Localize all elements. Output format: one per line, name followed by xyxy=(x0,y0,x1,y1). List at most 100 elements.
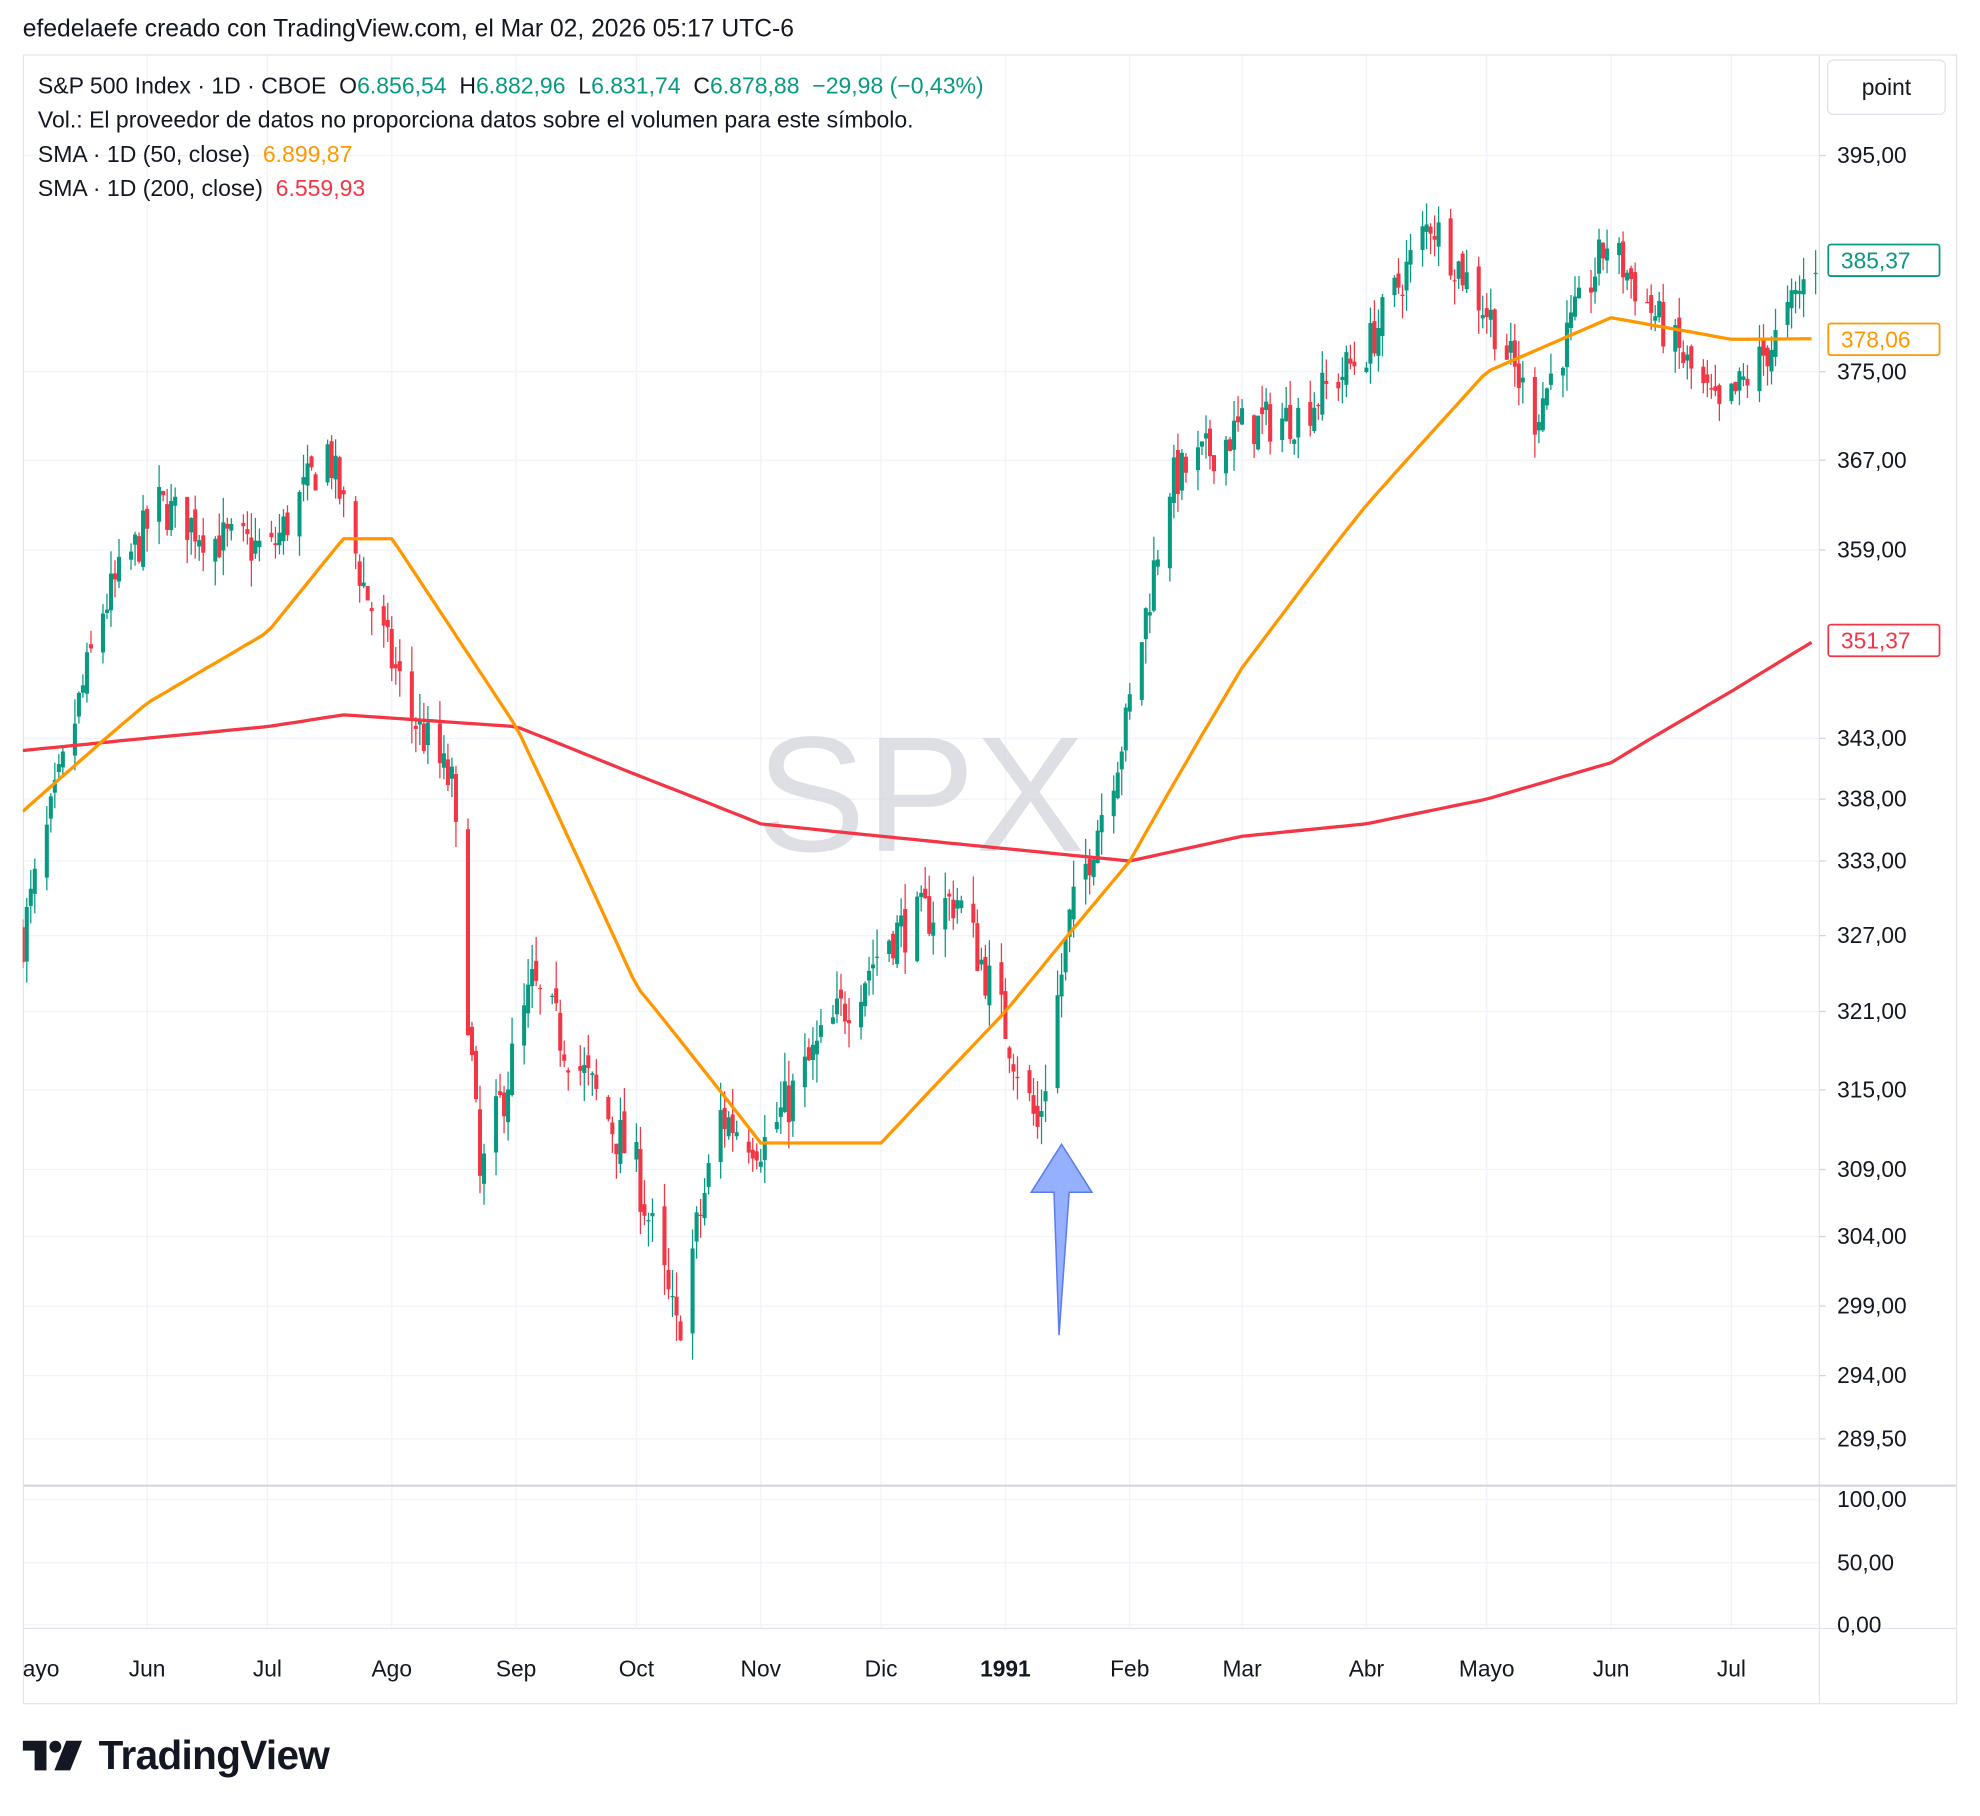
candle-body xyxy=(369,608,374,612)
legend-symbol[interactable]: S&P 500 Index · 1D · CBOE xyxy=(37,73,327,99)
candle-up xyxy=(726,1111,731,1140)
candle-body xyxy=(534,960,539,981)
candle-down xyxy=(1228,436,1233,452)
candle-down xyxy=(1308,380,1313,437)
candle-body xyxy=(610,1122,615,1135)
candle-body xyxy=(702,1192,707,1219)
candle-body xyxy=(1701,366,1706,384)
candle-up xyxy=(875,929,880,976)
candle-body xyxy=(425,722,430,746)
candle-body xyxy=(465,829,470,1036)
candle-up xyxy=(1115,761,1120,800)
candle-body xyxy=(441,753,446,768)
candle-down xyxy=(337,455,342,505)
candle-body xyxy=(133,534,138,545)
candle-body xyxy=(169,500,174,531)
candle-down xyxy=(1460,251,1465,291)
candle-body xyxy=(722,1107,727,1130)
candle-up xyxy=(1232,400,1237,471)
candle-down xyxy=(1035,1081,1040,1139)
candle-up xyxy=(690,1229,695,1360)
candle-body xyxy=(1228,439,1233,451)
candle-up xyxy=(550,993,555,1005)
candle-up xyxy=(1769,336,1774,385)
price-label-box xyxy=(1827,322,1941,356)
candle-up xyxy=(277,513,282,555)
candle-body xyxy=(1432,236,1437,240)
candle-up xyxy=(1095,820,1100,864)
legend-sma50-row[interactable]: SMA · 1D (50, close) 6.899,87 xyxy=(38,138,984,172)
tradingview-logo[interactable]: TradingView xyxy=(22,1732,330,1779)
candle-body xyxy=(1428,226,1433,234)
candle-body xyxy=(1605,248,1610,261)
candle-down xyxy=(622,1088,627,1154)
candle-body xyxy=(1344,352,1349,385)
candle-body xyxy=(802,1056,807,1088)
candle-down xyxy=(393,646,398,685)
candle-up xyxy=(1203,415,1208,459)
sma200-line xyxy=(22,640,1813,863)
price-scale-unit-button[interactable]: point xyxy=(1827,59,1946,116)
candle-up xyxy=(80,674,85,698)
candle-up xyxy=(1797,275,1802,309)
candle-body xyxy=(674,1296,679,1316)
chart-frame[interactable]: SPX 395,00 375,00 367,00 359,00 343,00 338,00 3… xyxy=(22,54,1958,1705)
candle-up xyxy=(1055,970,1060,1094)
candle-up xyxy=(774,1101,779,1133)
candle-down xyxy=(754,1143,759,1170)
price-chart[interactable]: SPX395,00375,00367,00359,00343,00338,003… xyxy=(22,54,1958,1705)
candle-down xyxy=(397,639,402,697)
candle-body xyxy=(1123,707,1128,751)
candle-down xyxy=(1428,223,1433,254)
candle-down xyxy=(1677,297,1682,369)
time-tick-label: Mar xyxy=(1222,1656,1262,1682)
oscillator-tick-label: 50,00 xyxy=(1837,1549,1894,1575)
candle-body xyxy=(947,893,952,897)
candle-body xyxy=(1464,272,1469,290)
candle-body xyxy=(1143,608,1148,640)
candle-body xyxy=(1625,272,1630,281)
candle-up xyxy=(1119,746,1124,796)
candle-down xyxy=(846,998,852,1048)
candle-body xyxy=(1320,372,1325,415)
candle-down xyxy=(1316,402,1321,420)
candle-down xyxy=(1516,341,1521,406)
candle-down xyxy=(1011,1053,1016,1091)
candle-body xyxy=(1741,376,1746,380)
candle-body xyxy=(453,774,458,822)
candle-body xyxy=(1203,433,1208,439)
tradingview-logo-icon xyxy=(22,1740,83,1771)
candle-up xyxy=(1568,294,1573,341)
candle-body xyxy=(1568,312,1573,329)
candle-up xyxy=(60,747,65,776)
candle-up xyxy=(650,1198,655,1243)
candle-body xyxy=(445,759,450,786)
candle-up xyxy=(56,754,61,781)
candle-down xyxy=(606,1095,611,1122)
candle-body xyxy=(1336,381,1341,389)
candle-body xyxy=(1773,329,1778,357)
candle-down xyxy=(927,875,932,937)
candle-body xyxy=(413,725,418,729)
candle-down xyxy=(566,1067,571,1091)
candle-body xyxy=(1801,279,1806,295)
candle-body xyxy=(193,509,198,542)
candle-down xyxy=(1015,1056,1020,1100)
candle-body xyxy=(1476,266,1481,311)
candle-body xyxy=(1280,418,1285,440)
legend-close-label: C xyxy=(693,73,710,99)
candle-down xyxy=(1183,453,1188,483)
legend-sma200-row[interactable]: SMA · 1D (200, close) 6.559,93 xyxy=(38,172,984,206)
candle-down xyxy=(1484,293,1489,334)
candle-down xyxy=(1621,231,1626,294)
candle-down xyxy=(662,1183,667,1295)
candle-body xyxy=(52,779,57,793)
candle-up xyxy=(895,915,900,969)
candle-body xyxy=(1717,385,1722,405)
price-label: 378,06 xyxy=(1827,322,1941,356)
candle-up xyxy=(1729,383,1734,405)
candle-down xyxy=(1252,414,1257,459)
candle-up xyxy=(1789,278,1794,329)
candle-body xyxy=(650,1213,655,1217)
candle-body xyxy=(1071,886,1076,920)
